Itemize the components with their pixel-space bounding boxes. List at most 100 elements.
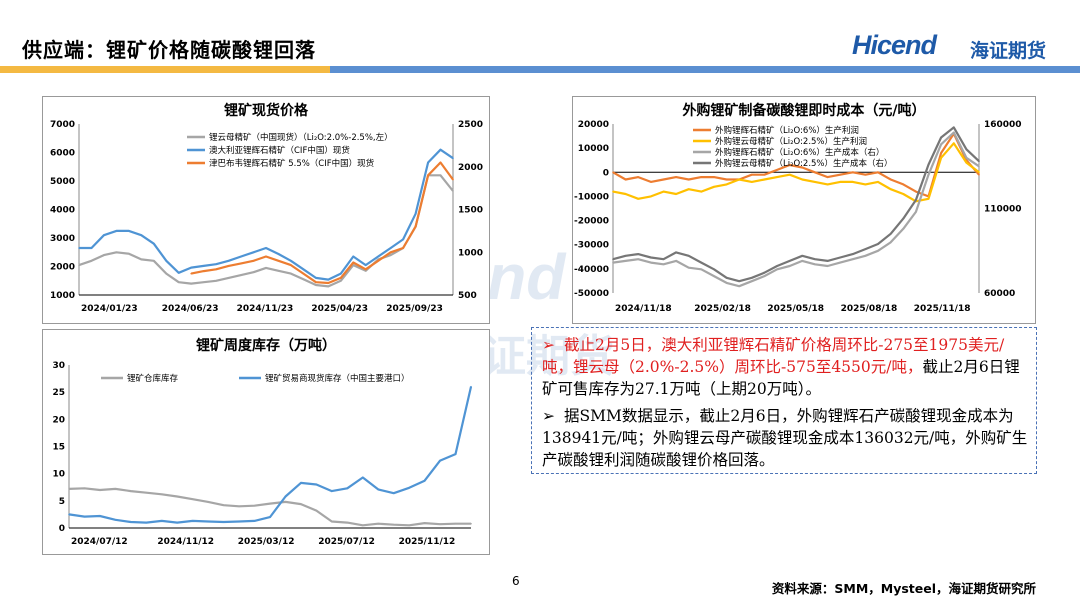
y-tick-label-left: 0 [603,168,609,178]
x-tick-label: 2025/05/18 [767,304,824,314]
data-point [852,181,854,183]
data-point [145,521,148,524]
bullet-price-update: ➢ 截止2月5日，澳大利亚锂辉石精矿价格周环比-275至1975美元/吨，锂云母（… [542,334,1028,400]
data-point [215,263,217,265]
data-point [340,272,342,275]
data-point [402,247,404,249]
y-tick-label-left: 5000 [50,177,75,187]
data-point [265,255,267,258]
data-point [852,258,854,260]
data-point [454,522,457,525]
y-tick-label-left: 5 [59,497,65,507]
series-line-2 [190,161,454,285]
data-point [776,265,778,267]
data-point [826,260,829,262]
data-point [377,260,380,262]
data-point [826,176,829,178]
series-line-1 [79,148,454,281]
data-point [269,502,271,505]
x-tick-label: 2025/11/12 [399,537,456,547]
data-point [751,280,753,282]
data-point [940,157,942,159]
data-point [889,178,892,181]
data-point [364,270,367,272]
data-point [269,516,271,518]
data-point [222,504,225,506]
y-tick-label-right: 1500 [458,206,483,216]
y-tick-label-left: 20 [52,415,65,425]
y-tick-label-left: 15 [52,443,65,453]
data-point [331,520,333,523]
series-line-2 [612,131,980,288]
chart-title: 锂矿周度库存（万吨） [196,337,336,354]
data-point [165,272,168,275]
data-point [675,251,677,254]
data-point [687,255,690,257]
y-tick-label-right: 2500 [458,120,483,130]
data-point [153,260,155,262]
data-point [439,174,442,177]
data-point [99,489,101,491]
data-point [713,268,715,271]
data-point [725,282,728,284]
data-point [965,148,968,151]
data-point [140,234,143,236]
data-point [423,522,426,524]
data-point [814,181,816,183]
bullet-cost-text: 据SMM数据显示，截止2月6日，外购锂辉石产碳酸锂现金成本为138941元/吨；… [542,407,1028,469]
data-point [852,253,854,255]
data-point [612,190,614,193]
data-point [392,523,395,526]
data-point [252,271,255,273]
data-point [414,213,417,215]
data-point [700,190,703,193]
data-point [637,176,639,178]
data-point [176,495,178,498]
data-point [725,183,728,186]
data-point [826,265,829,267]
data-point [315,281,317,283]
data-point [252,260,255,262]
data-point [839,256,841,259]
data-point [839,261,841,264]
data-point [788,265,791,267]
y-tick-label-left: -10000 [574,192,609,202]
data-point [751,173,753,176]
data-point [965,161,968,164]
data-point [202,281,205,283]
data-point [253,504,256,507]
data-point [864,173,867,176]
data-point [978,173,980,176]
data-point [725,178,728,181]
data-point [202,265,205,267]
data-point [624,260,627,262]
data-point [277,260,280,262]
data-point [763,271,766,274]
bullet-cost-update: ➢ 据SMM数据显示，截止2月6日，外购锂辉石产碳酸锂现金成本为138941元/吨… [542,405,1028,471]
data-point [637,198,639,200]
data-point [340,280,342,282]
data-point [889,188,892,190]
data-point [389,254,392,256]
data-point [965,157,968,159]
data-point [103,254,105,256]
chart-svg: 锂矿周度库存（万吨） 30 25 20 15 10 5 0 2024/07/12 2024/11/… [52,337,473,547]
data-point [713,275,715,277]
data-point [240,255,242,258]
data-point [114,519,117,521]
data-point [408,487,411,489]
data-point [165,260,168,262]
data-point [637,258,639,260]
x-tick-label: 2025/03/12 [238,537,295,547]
y-tick-label-right: 2000 [458,163,483,173]
data-point [763,173,766,176]
data-point [763,178,766,181]
series-line-1 [612,142,980,203]
data-point [788,164,791,166]
y-tick-label-left: 3000 [50,234,75,244]
data-point [377,522,380,525]
commentary-box: ➢ 截止2月5日，澳大利亚锂辉石精矿价格周环比-275至1975美元/吨，锂云母（… [531,327,1037,474]
data-point [902,217,905,220]
data-point [191,498,194,500]
data-point [788,260,791,262]
